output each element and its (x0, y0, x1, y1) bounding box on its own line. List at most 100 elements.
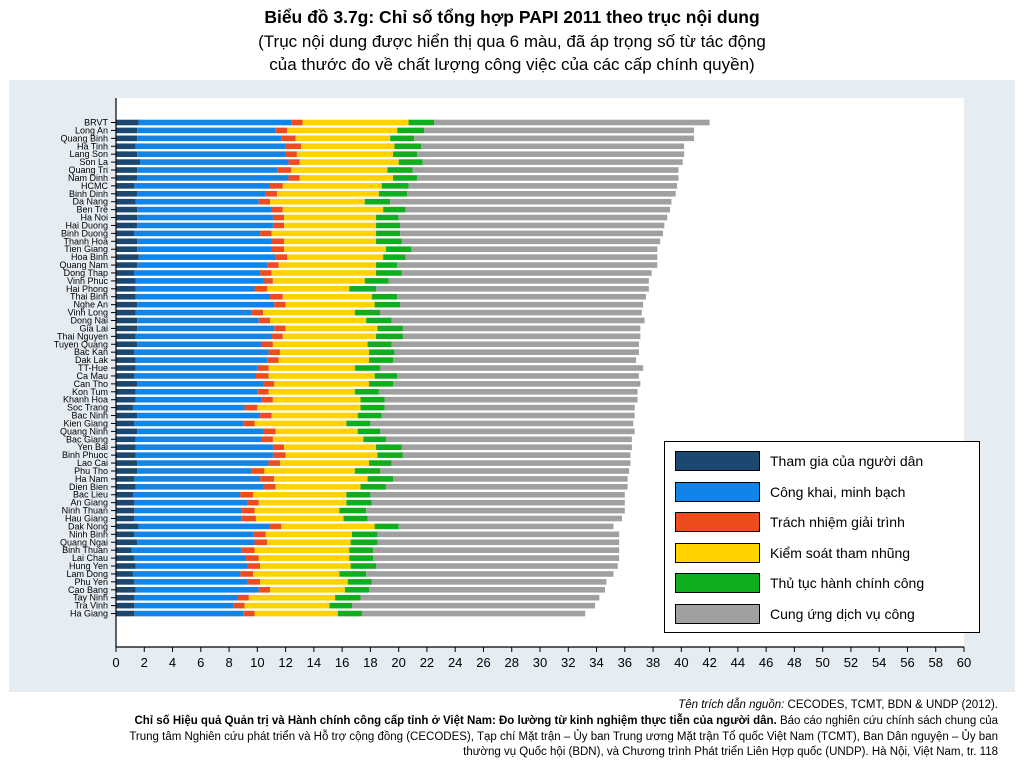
bar-segment (385, 246, 412, 253)
bar-segment (261, 341, 273, 348)
bar-segment (134, 270, 261, 276)
y-tick-label: Lam Dong (66, 569, 108, 579)
y-tick-label: Nghe An (73, 300, 108, 310)
bar-segment (135, 586, 259, 593)
bar-segment (350, 563, 377, 569)
bar-segment (388, 278, 649, 284)
bar-segment (116, 555, 135, 561)
bar-segment (260, 579, 348, 585)
bar-segment (260, 476, 275, 482)
bar-segment (381, 183, 409, 189)
y-tick-label: Phu Yen (74, 577, 108, 587)
bar-segment (282, 206, 384, 213)
bar-segment (251, 468, 265, 474)
bar-segment (135, 357, 268, 363)
bar-segment (285, 143, 302, 150)
legend-swatch (675, 482, 760, 502)
bar-segment (378, 190, 408, 197)
y-tick-label: Khanh Hoa (63, 395, 108, 405)
bar-segment (368, 586, 606, 593)
bar-segment (383, 254, 406, 260)
x-tick-label: 42 (702, 655, 716, 670)
bar-segment (288, 159, 300, 165)
y-tick-label: Quang Binh (60, 133, 108, 143)
bar-segment (281, 135, 296, 142)
bar-segment (240, 491, 254, 498)
legend-item-accountability: Trách nhiệm giải trình (675, 511, 905, 533)
citation-source: Tên trích dẫn nguồn: CECODES, TCMT, BDN … (8, 698, 998, 714)
y-tick-label: Thai Binh (70, 292, 108, 302)
bar-segment (264, 468, 355, 474)
bar-segment (277, 167, 292, 173)
legend-swatch (675, 451, 760, 471)
x-tick-label: 8 (225, 655, 232, 670)
bar-segment (274, 301, 286, 308)
bar-segment (244, 602, 330, 609)
bar-segment (390, 198, 672, 205)
bar-segment (135, 293, 271, 300)
bar-segment (354, 365, 381, 371)
y-tick-label: Dak Lak (75, 355, 109, 365)
bar-segment (137, 135, 282, 142)
bar-segment (397, 373, 639, 379)
bar-segment (262, 309, 355, 316)
x-tick-label: 0 (112, 655, 119, 670)
legend-swatch (675, 573, 760, 593)
bar-segment (275, 484, 361, 490)
bar-segment (116, 301, 138, 308)
bar-segment (257, 404, 361, 411)
y-tick-label: Tay Ninh (73, 593, 108, 603)
bar-segment (260, 412, 272, 419)
y-tick-label: Ha Giang (70, 609, 108, 619)
y-tick-label: Kien Giang (63, 418, 108, 428)
bar-segment (116, 515, 135, 522)
bar-segment (271, 206, 283, 213)
bar-segment (134, 230, 261, 237)
bar-segment (253, 491, 347, 498)
bar-segment (137, 190, 266, 197)
bar-segment (254, 539, 268, 546)
y-tick-label: Gia Lai (79, 323, 108, 333)
bar-segment (376, 270, 402, 276)
x-tick-label: 18 (363, 655, 377, 670)
x-tick-label: 30 (533, 655, 547, 670)
bar-segment (377, 539, 620, 546)
bar-segment (270, 293, 283, 300)
bar-segment (385, 436, 632, 443)
bar-segment (354, 468, 381, 474)
bar-segment (299, 159, 399, 165)
bar-segment (381, 412, 635, 419)
x-tick-label: 46 (759, 655, 773, 670)
bar-segment (272, 341, 368, 348)
y-tick-label: Binh Thuan (62, 545, 108, 555)
bar-segment (384, 396, 638, 403)
bar-segment (377, 531, 620, 538)
y-tick-label: Quang Ninh (60, 426, 108, 436)
bar-segment (116, 254, 139, 260)
bar-segment (361, 610, 586, 617)
citation-source-prefix: Tên trích dẫn nguồn: (678, 699, 785, 711)
bar-segment (408, 119, 434, 126)
bar-segment (285, 301, 375, 308)
bar-segment (116, 404, 133, 411)
bar-segment (134, 594, 238, 601)
y-tick-label: Da Nang (72, 197, 108, 207)
bar-segment (363, 436, 386, 443)
bar-segment (254, 507, 340, 514)
bar-segment (135, 286, 255, 292)
bar-segment (401, 444, 632, 451)
bar-segment (370, 420, 634, 427)
bar-segment (116, 507, 135, 514)
bar-segment (135, 452, 273, 458)
bar-segment (116, 531, 135, 538)
bar-segment (116, 563, 136, 569)
y-tick-label: Tien Giang (64, 244, 108, 254)
bar-segment (417, 151, 685, 157)
bar-segment (400, 301, 644, 308)
bar-segment (116, 183, 135, 189)
bar-segment (137, 151, 286, 157)
bar-segment (376, 214, 399, 221)
bar-segment (371, 499, 625, 506)
bar-segment (137, 539, 255, 546)
bar-segment (408, 183, 678, 189)
